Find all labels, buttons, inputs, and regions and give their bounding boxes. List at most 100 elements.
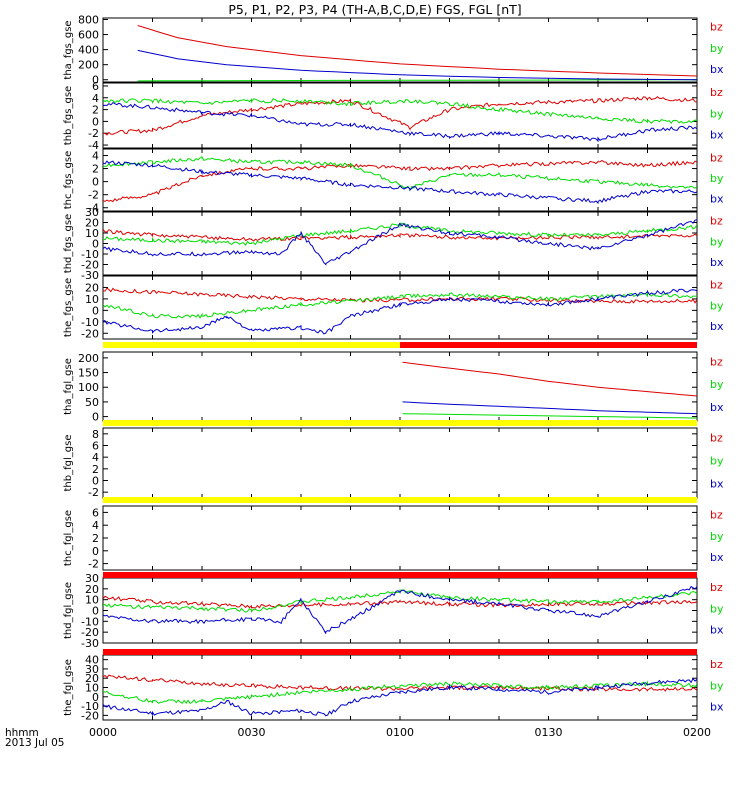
y-tick-label: 0 [92,691,99,704]
y-tick-label: -30 [81,637,99,650]
y-tick-label: 10 [85,594,99,607]
y-tick-label: -2 [88,486,99,499]
legend-bx: bx [710,624,724,637]
y-axis-label: thc_fgs_gse [63,151,74,210]
y-tick-label: 200 [78,352,99,365]
legend-bz: bz [710,151,723,164]
legend-bz: bz [710,215,723,228]
y-tick-label: -10 [81,700,99,713]
legend-bx: bx [710,320,724,333]
panel-frame [102,577,698,644]
legend-bz: bz [710,509,723,522]
y-tick-label: 0 [92,176,99,189]
y-tick-label: 0 [92,304,99,317]
panels-layer: tha_fgs_gse0200400600800bzbybxthb_fgs_gs… [63,14,724,723]
y-tick-label: 0 [92,545,99,558]
y-tick-label: -20 [81,327,99,340]
legend-bx: bx [710,256,724,269]
y-tick-label: -2 [88,189,99,202]
y-tick-label: -4 [88,202,99,215]
y-tick-label: -2 [88,127,99,140]
y-tick-label: 2 [92,163,99,176]
y-tick-label: 4 [92,519,99,532]
legend-by: by [710,602,724,615]
y-tick-label: 30 [85,206,99,219]
x-unit-label: hhmm [5,727,39,739]
y-tick-label: 20 [85,672,99,685]
y-axis-label: thb_fgs_gse [63,86,74,145]
legend-bx: bx [710,551,724,564]
series-line-by [103,589,697,613]
panel-frame [102,82,698,149]
x-tick-label: 0030 [238,726,266,739]
y-tick-label: 50 [85,396,99,409]
y-tick-label: 6 [92,440,99,453]
y-tick-label: 6 [92,506,99,519]
y-tick-label: 0 [92,115,99,128]
y-tick-label: -10 [81,615,99,628]
x-tick-label: 0130 [535,726,563,739]
y-tick-label: 4 [92,451,99,464]
panel-tha_fgs_gse: tha_fgs_gse 0 200 400 600 800 bz by bx [63,14,724,87]
y-tick-label: 20 [85,583,99,596]
y-tick-label: 2 [92,463,99,476]
y-tick-label: 0 [92,605,99,618]
series-line-bz [103,96,697,136]
y-tick-label: 150 [78,367,99,380]
y-tick-label: 400 [78,44,99,57]
series-line-bx [103,219,697,266]
legend-bz: bz [710,581,723,594]
y-axis-label: thb_fgl_gse [63,435,74,492]
legend-bz: bz [710,21,723,34]
x-tick-label: 0100 [386,726,414,739]
y-tick-label: -10 [81,248,99,261]
legend-by: by [710,530,724,543]
panel-frame [102,211,698,276]
y-tick-label: 0 [92,74,99,87]
y-tick-label: 30 [85,572,99,585]
y-axis-label: tha_fgl_gse [63,358,74,415]
legend-by: by [710,42,724,55]
panel-frame [102,148,698,212]
quality-bar-segment [103,342,400,348]
series-line-bx [103,101,697,143]
y-tick-label: 800 [78,14,99,27]
y-tick-label: 2 [92,104,99,117]
series-line-bz [103,228,697,242]
y-axis-label: thd_fgl_gse [63,582,74,639]
quality-bar-segment [103,649,697,655]
y-axis-label: the_fgs_gse [63,278,74,337]
series-line-bz [137,25,697,77]
y-tick-label: 6 [92,80,99,93]
series-line-bx [103,160,697,205]
series-line-bx [402,401,697,415]
legend-bz: bz [710,658,723,671]
series-line-by [103,680,697,704]
panel-frame [102,427,698,499]
series-line-bx [103,288,697,335]
legend-by: by [710,235,724,248]
legend-by: by [710,299,724,312]
x-tick-label: 0000 [89,726,117,739]
y-tick-label: 100 [78,381,99,394]
series-line-bx [103,677,697,717]
y-tick-label: 2 [92,532,99,545]
legend-bx: bx [710,63,724,76]
series-line-bz [402,361,697,397]
y-tick-label: -20 [81,709,99,722]
y-tick-label: 8 [92,428,99,441]
series-line-by [402,413,697,419]
y-tick-label: 600 [78,29,99,42]
legend-bz: bz [710,86,723,99]
legend-bx: bx [710,192,724,205]
y-tick-label: 10 [85,682,99,695]
legend-bz: bz [710,431,723,444]
series-line-bz [103,674,697,692]
legend-bx: bx [710,129,724,142]
x-axis-layer: 0000 0030 0100 0130 0200 [89,726,711,739]
